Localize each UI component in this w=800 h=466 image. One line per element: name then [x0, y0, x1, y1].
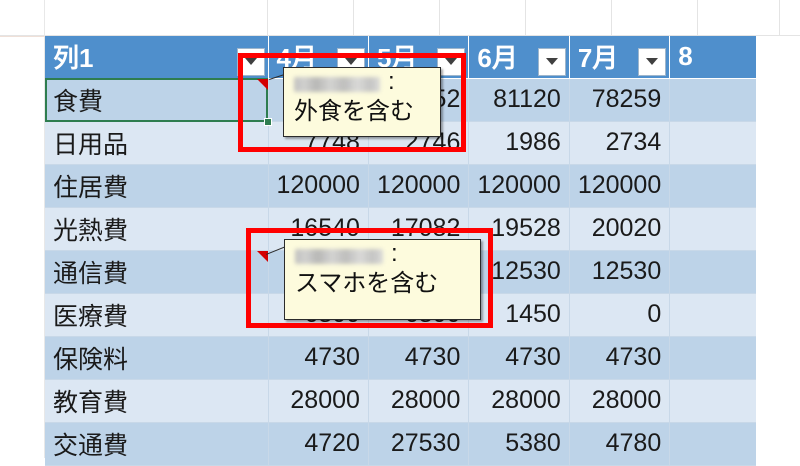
cell-iryouhi-aug[interactable]	[669, 293, 756, 337]
empty-grid-cell[interactable]	[0, 0, 45, 36]
header-label: 7月	[577, 43, 619, 74]
row-label-iryouhi[interactable]: 医療費	[45, 293, 269, 337]
row-label-jukyohi[interactable]: 住居費	[45, 164, 269, 208]
empty-grid-cell[interactable]	[45, 0, 268, 36]
row-label-hokenryou[interactable]: 保険料	[45, 336, 269, 380]
chevron-down-icon	[545, 58, 558, 65]
budget-table[interactable]: 列1 4月 5月 6月 7月	[45, 36, 756, 466]
comment-tooltip-tsushinhi[interactable]: : スマホを含む	[284, 239, 481, 320]
header-label: 6月	[477, 43, 518, 74]
cell-kyouikuhi-jul[interactable]: 28000	[569, 379, 671, 423]
cell-hokenryou-aug[interactable]	[669, 336, 756, 380]
cell-tsushinhi-jun[interactable]: 12530	[468, 250, 570, 294]
cell-iryouhi-jun[interactable]: 1450	[468, 293, 570, 337]
table-row[interactable]: 保険料 4730 4730 4730 4730	[45, 336, 756, 380]
table-row[interactable]: 教育費 28000 28000 28000 28000	[45, 379, 756, 423]
comment-tooltip-shokuhi[interactable]: : 外食を含む	[283, 67, 441, 137]
cell-koutsuuhi-aug[interactable]	[669, 422, 756, 466]
cell-jukyohi-jun[interactable]: 120000	[468, 164, 570, 208]
filter-button-jul[interactable]	[638, 47, 667, 76]
cell-shokuhi-aug[interactable]	[669, 78, 756, 122]
filter-button-may[interactable]	[437, 47, 466, 76]
cell-nichiyouhin-jul[interactable]: 2734	[569, 121, 671, 165]
cell-kyouikuhi-jun[interactable]: 28000	[468, 379, 570, 423]
column-header-jul[interactable]: 7月	[569, 36, 671, 79]
empty-grid-cell[interactable]	[780, 0, 800, 36]
fill-handle[interactable]	[264, 118, 272, 126]
annotation-box-2	[246, 228, 493, 328]
cell-iryouhi-jul[interactable]: 0	[569, 293, 671, 337]
cell-koutsuuhi-jul[interactable]: 4780	[569, 422, 671, 466]
comment-author-redacted	[294, 77, 380, 92]
comment-author-line: :	[295, 240, 470, 270]
cell-jukyohi-apr[interactable]: 120000	[268, 164, 369, 208]
cell-tsushinhi-jul[interactable]: 12530	[569, 250, 671, 294]
row-gutter[interactable]	[0, 36, 45, 458]
comment-marker-icon[interactable]	[257, 251, 268, 262]
cell-hokenryou-jun[interactable]: 4730	[468, 336, 570, 380]
row-gutter-divider	[0, 36, 45, 37]
cell-kounetsuhi-jul[interactable]: 20020	[569, 207, 671, 251]
cell-shokuhi-jun[interactable]: 81120	[468, 78, 570, 122]
cell-koutsuuhi-may[interactable]: 27530	[368, 422, 470, 466]
row-label-shokuhi[interactable]: 食費	[45, 78, 269, 122]
table-body: 食費 78152 78152 81120 78259 日用品 7748 2746…	[45, 78, 756, 466]
empty-grid-cell[interactable]	[354, 0, 440, 36]
table-row[interactable]: 光熱費 16540 17082 19528 20020	[45, 207, 756, 251]
header-label: 列1	[53, 43, 94, 74]
comment-author-colon: :	[391, 240, 398, 267]
cell-kyouikuhi-apr[interactable]: 28000	[268, 379, 369, 423]
cell-hokenryou-jul[interactable]: 4730	[569, 336, 671, 380]
chevron-down-icon	[344, 58, 357, 65]
row-label-koutsuuhi[interactable]: 交通費	[45, 422, 269, 466]
annotation-box-1	[238, 53, 466, 152]
cell-nichiyouhin-jun[interactable]: 1986	[468, 121, 570, 165]
cell-kounetsuhi-aug[interactable]	[669, 207, 756, 251]
cell-kyouikuhi-may[interactable]: 28000	[368, 379, 470, 423]
table-row[interactable]: 住居費 120000 120000 120000 120000	[45, 164, 756, 208]
cell-hokenryou-apr[interactable]: 4730	[268, 336, 369, 380]
empty-grid-cell[interactable]	[440, 0, 526, 36]
comment-marker-icon[interactable]	[257, 79, 268, 90]
column-header-retsu1[interactable]: 列1	[45, 36, 269, 79]
cell-tsushinhi-aug[interactable]	[669, 250, 756, 294]
table-row[interactable]: 交通費 4720 27530 5380 4780	[45, 422, 756, 466]
column-header-jun[interactable]: 6月	[468, 36, 570, 79]
cell-jukyohi-may[interactable]: 120000	[368, 164, 470, 208]
cell-hokenryou-may[interactable]: 4730	[368, 336, 470, 380]
cell-shokuhi-jul[interactable]: 78259	[569, 78, 671, 122]
cell-kyouikuhi-aug[interactable]	[669, 379, 756, 423]
comment-author-redacted	[295, 249, 383, 264]
row-label-nichiyouhin[interactable]: 日用品	[45, 121, 269, 165]
cell-jukyohi-jul[interactable]: 120000	[569, 164, 671, 208]
cell-nichiyouhin-aug[interactable]	[669, 121, 756, 165]
comment-author-colon: :	[388, 68, 395, 95]
cell-jukyohi-aug[interactable]	[669, 164, 756, 208]
empty-grid-cell[interactable]	[268, 0, 354, 36]
row-label-kounetsuhi[interactable]: 光熱費	[45, 207, 269, 251]
row-label-tsushinhi[interactable]: 通信費	[45, 250, 269, 294]
comment-text: 外食を含む	[294, 98, 414, 125]
empty-grid-cell[interactable]	[526, 0, 612, 36]
row-label-kyouikuhi[interactable]: 教育費	[45, 379, 269, 423]
empty-grid-cell[interactable]	[698, 0, 780, 36]
comment-text: スマホを含む	[295, 270, 439, 297]
cell-koutsuuhi-jun[interactable]: 5380	[468, 422, 570, 466]
comment-author-line: :	[294, 68, 430, 98]
filter-button-jun[interactable]	[537, 47, 566, 76]
column-header-aug[interactable]: 8	[669, 36, 756, 79]
empty-grid-cell[interactable]	[612, 0, 698, 36]
cell-koutsuuhi-apr[interactable]: 4720	[268, 422, 369, 466]
header-label: 8	[678, 41, 693, 72]
chevron-down-icon	[646, 58, 659, 65]
chevron-down-icon	[244, 58, 257, 65]
chevron-down-icon	[445, 58, 458, 65]
